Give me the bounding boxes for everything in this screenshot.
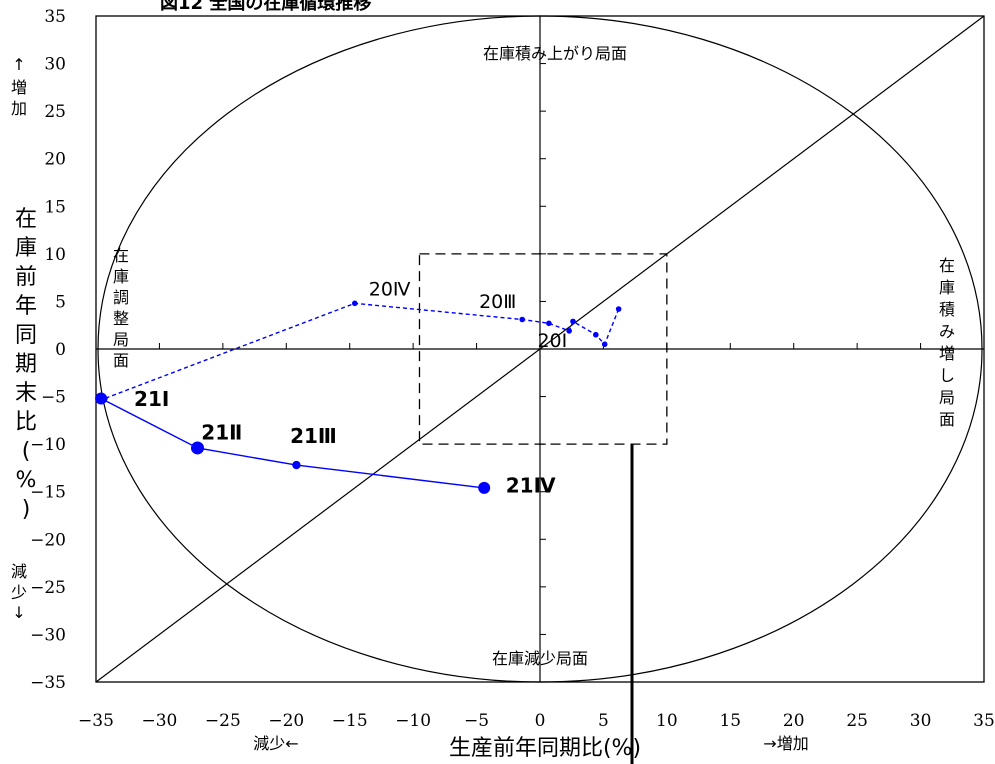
y-tick-label: −35 [30, 673, 66, 693]
x-tick-label: 15 [719, 711, 741, 731]
y-tick-label: −5 [41, 388, 66, 408]
x-tick-label: 20 [783, 711, 805, 731]
point-label: 21Ⅲ [290, 424, 337, 448]
y-tick-label: 30 [44, 55, 66, 75]
series-solid-point [95, 392, 108, 405]
x-tick-label: −15 [332, 711, 368, 731]
y-tick-label: 25 [44, 102, 66, 122]
x-tick-label: −10 [395, 711, 431, 731]
x-tick-label: −20 [268, 711, 304, 731]
quadrant-left-label-char: 局 [113, 330, 129, 349]
x-tick-label: −25 [205, 711, 241, 731]
y-tick-label: −25 [30, 578, 66, 598]
quadrant-top-label: 在庫積み上がり局面 [483, 44, 627, 63]
y-tick-label: −15 [30, 483, 66, 503]
y-tick-label: 35 [44, 7, 66, 27]
y-axis-title-char: 前 [15, 265, 37, 290]
y-down-note-char: 減 [11, 562, 27, 581]
y-axis-title-char: 比 [15, 410, 37, 435]
y-down-note-char: 少 [11, 583, 27, 602]
y-axis-title-char: 年 [15, 294, 37, 319]
y-up-note-char: 加 [11, 99, 27, 118]
quadrant-right-label-char: み [939, 322, 955, 341]
series-dotted-point [570, 318, 576, 325]
point-label: 20Ⅲ [479, 291, 516, 313]
y-up-note-char: 増 [11, 78, 27, 97]
quadrant-left-label-char: 面 [113, 351, 129, 370]
series-dotted-point [519, 316, 526, 323]
quadrant-left-label-char: 在 [113, 246, 129, 265]
y-up-arrow: ↑ [12, 55, 25, 74]
quadrant-right-label-char: 積 [939, 300, 955, 319]
x-tick-label: 25 [846, 711, 868, 731]
x-axis-right-note: →増加 [763, 734, 808, 753]
series-dotted-point [566, 328, 572, 334]
y-down-arrow: ↓ [12, 603, 25, 622]
y-tick-label: −30 [30, 625, 66, 645]
point-label: 20Ⅳ [369, 279, 411, 301]
y-tick-label: 5 [55, 292, 66, 312]
point-label: 20Ⅰ [537, 330, 567, 352]
x-tick-label: −5 [464, 711, 489, 731]
y-axis-title-char: 末 [15, 381, 37, 406]
x-tick-label: 35 [973, 711, 995, 731]
series-dotted-point [351, 300, 358, 307]
y-axis-title-char: 期 [15, 352, 37, 377]
quadrant-right-label-char: 庫 [939, 278, 955, 297]
quadrant-right-label-char: 在 [939, 256, 955, 275]
series-solid-point [292, 460, 301, 470]
quadrant-right-label-char: 面 [939, 410, 955, 429]
series-solid-line [100, 397, 485, 489]
quadrant-bottom-label: 在庫減少局面 [492, 649, 588, 668]
y-axis-title-char: 在 [15, 207, 37, 232]
x-tick-label: 0 [535, 711, 546, 731]
quadrant-right-label-char: 増 [939, 344, 955, 363]
quadrant-right-label-char: し [939, 366, 955, 385]
y-axis-title-char: 同 [15, 323, 37, 348]
y-tick-label: −20 [30, 530, 66, 550]
y-tick-label: 0 [55, 340, 66, 360]
y-axis-title-char: 庫 [15, 236, 37, 261]
quadrant-right-label-char: 局 [939, 388, 955, 407]
x-tick-label: −30 [141, 711, 177, 731]
text-layer: −35 −30 −25 −20 −15 −10 −5 0 5 10 15 20 25 30 35 35 30 25… [11, 0, 995, 761]
y-tick-label: 10 [44, 245, 66, 265]
series-dotted-point [601, 341, 608, 348]
point-label: 21Ⅳ [506, 474, 556, 498]
quadrant-left-label-char: 庫 [113, 267, 129, 286]
series-dotted-point [546, 320, 552, 327]
y-tick-label: −10 [30, 435, 66, 455]
x-tick-label: 5 [598, 711, 609, 731]
x-axis-left-note: 減少← [253, 734, 298, 753]
x-axis-title: 生産前年同期比(%) [449, 736, 641, 761]
series-dotted-point [615, 306, 622, 312]
y-axis-title-char: ( [22, 439, 31, 464]
chart-title: 図12 全国の在庫循環推移 [160, 0, 371, 14]
y-up-note: 増加 [11, 78, 27, 118]
quadrant-left-label-char: 調 [113, 288, 129, 307]
y-axis-title-char: % [16, 468, 37, 493]
y-down-note: 減少 [11, 562, 27, 602]
series-solid-point [478, 481, 491, 494]
x-tick-label: 30 [910, 711, 932, 731]
quadrant-left-label-char: 整 [113, 309, 129, 328]
series-layer [95, 300, 622, 494]
y-tick-label: 15 [44, 197, 66, 217]
x-tick-label: 10 [656, 711, 678, 731]
series-solid-point [190, 441, 204, 455]
point-label: 21Ⅰ [134, 387, 169, 411]
point-label: 21Ⅱ [201, 420, 242, 444]
y-tick-label: 20 [44, 150, 66, 170]
series-dotted-point [593, 331, 599, 338]
x-tick-label: −35 [78, 711, 114, 731]
y-axis-title-char: ) [22, 497, 31, 522]
